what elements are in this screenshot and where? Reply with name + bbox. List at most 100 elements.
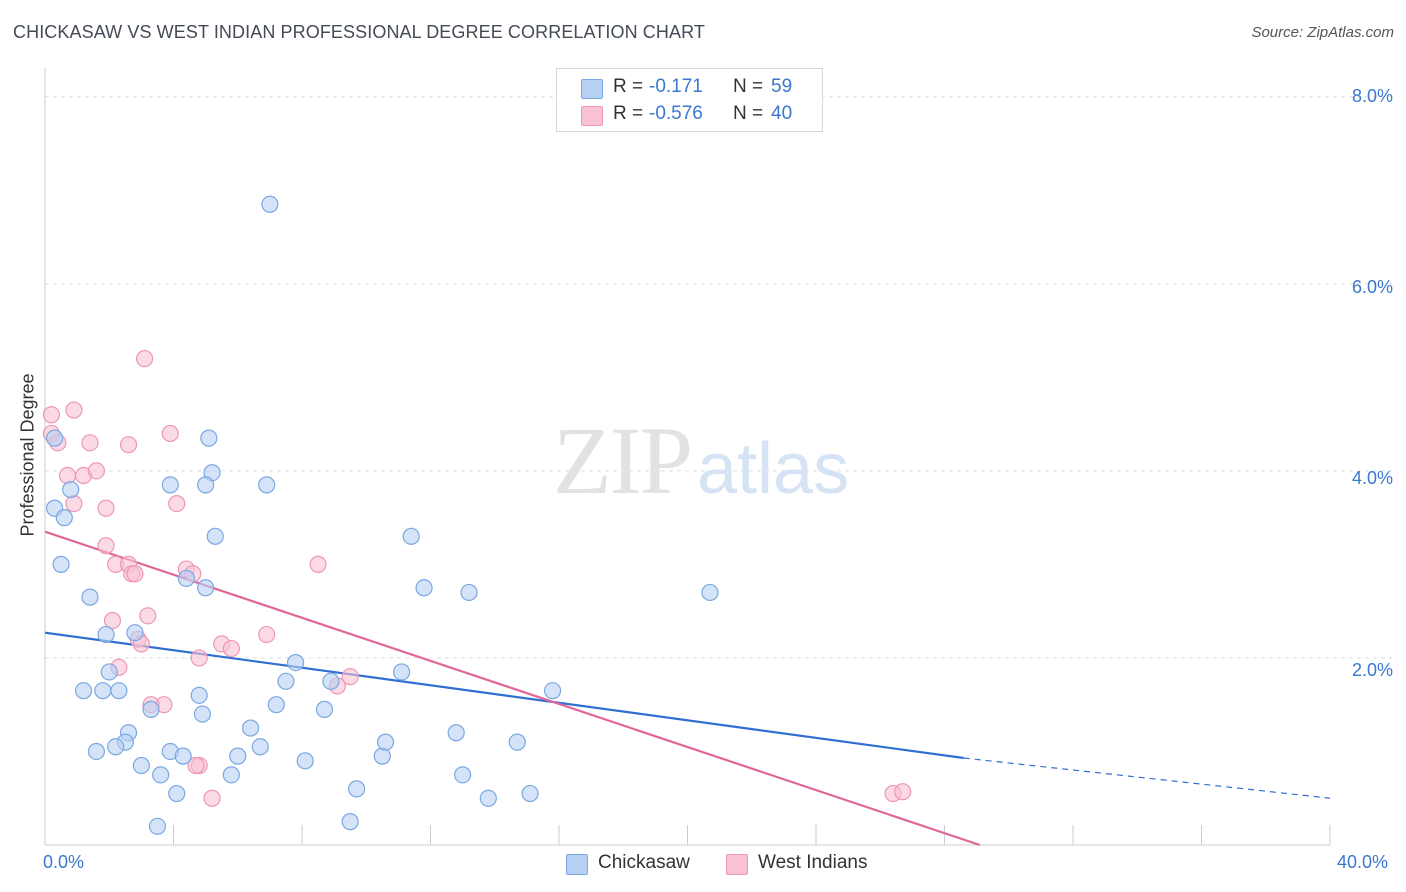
- chickasaw-point: [126, 624, 144, 642]
- west-indians-point: [309, 555, 327, 573]
- chickasaw-point: [222, 766, 240, 784]
- chickasaw-point: [392, 663, 411, 681]
- chickasaw-point: [229, 747, 247, 765]
- chickasaw-point: [152, 766, 170, 784]
- y-tick-label: 8.0%: [1351, 86, 1393, 106]
- watermark-zip: ZIP: [553, 407, 693, 514]
- chickasaw-point: [81, 588, 99, 606]
- chickasaw-point: [110, 682, 128, 700]
- chickasaw-trend-line: [44, 631, 964, 760]
- west-indians-point: [168, 494, 186, 513]
- chickasaw-point: [168, 784, 186, 803]
- watermark-atlas: atlas: [697, 429, 850, 509]
- chickasaw-point: [479, 789, 497, 807]
- chickasaw-point: [341, 813, 359, 831]
- chickasaw-point: [97, 625, 115, 644]
- west-indians-point: [58, 466, 77, 485]
- chickasaw-point: [701, 583, 719, 602]
- west-indians-point: [103, 611, 122, 630]
- chickasaw-point: [87, 742, 106, 761]
- chickasaw-point: [460, 583, 478, 602]
- chickasaw-point: [258, 476, 276, 494]
- bottom-legend-label: Chickasaw: [598, 852, 690, 873]
- y-tick-label: 4.0%: [1351, 468, 1393, 488]
- west-indians-point: [203, 789, 221, 807]
- chickasaw-point: [197, 476, 215, 494]
- west-indians-point: [97, 499, 115, 517]
- west-indians-point: [81, 434, 99, 452]
- trend-lines: [44, 530, 1331, 847]
- chickasaw-point: [447, 724, 465, 742]
- chickasaw-point: [296, 752, 314, 770]
- legend-r-value: -0.576: [649, 103, 703, 124]
- chickasaw-trend-line-extension: [963, 757, 1331, 799]
- chickasaw-point: [251, 738, 269, 756]
- legend-r-value: -0.171: [649, 76, 703, 97]
- west-indians-point: [341, 668, 359, 686]
- legend-n-value: 40: [771, 103, 793, 124]
- chickasaw-point: [161, 476, 179, 494]
- chickasaw-point: [200, 429, 218, 447]
- chickasaw-point: [107, 738, 125, 756]
- chickasaw-point: [315, 700, 334, 718]
- west-indians-point: [42, 406, 61, 424]
- west-indians-point: [894, 783, 912, 801]
- data-points: [42, 195, 912, 835]
- bottom-legend-swatch-chickasaw: [566, 854, 588, 875]
- chickasaw-point: [197, 579, 215, 597]
- chickasaw-point: [521, 784, 539, 803]
- west-indians-point: [190, 649, 208, 667]
- legend-swatch-west-indians: [581, 106, 603, 126]
- west-indians-point: [87, 462, 106, 480]
- chickasaw-point: [193, 705, 212, 723]
- chickasaw-point: [55, 509, 73, 527]
- chickasaw-point: [277, 672, 295, 690]
- legend-r-label: R =: [613, 103, 644, 124]
- chart-title: CHICKASAW VS WEST INDIAN PROFESSIONAL DE…: [13, 22, 705, 42]
- legend-n-value: 59: [771, 76, 793, 97]
- chickasaw-point: [177, 569, 195, 588]
- chickasaw-point: [190, 686, 208, 704]
- west-indians-point: [65, 401, 83, 419]
- chickasaw-point: [543, 682, 562, 700]
- correlation-legend: R = -0.171 N = 59 R = -0.576 N = 40: [556, 68, 823, 132]
- west-indians-point: [139, 607, 157, 625]
- chickasaw-point: [454, 766, 472, 784]
- chickasaw-point: [148, 817, 167, 835]
- chickasaw-point: [100, 663, 118, 681]
- west-indians-point: [65, 494, 83, 513]
- west-indians-point: [97, 537, 115, 555]
- chickasaw-point: [74, 682, 93, 700]
- chickasaw-point: [132, 756, 150, 775]
- chickasaw-point: [142, 700, 160, 718]
- chickasaw-point: [348, 780, 366, 798]
- y-axis-label: Professional Degree: [17, 373, 38, 537]
- west-indians-point: [258, 625, 276, 644]
- legend-swatch-chickasaw: [581, 79, 603, 99]
- west-indians-point: [161, 424, 179, 443]
- legend-n-label: N =: [733, 103, 764, 124]
- x-axis: [44, 68, 1331, 846]
- source-label: Source: ZipAtlas.com: [1251, 24, 1394, 41]
- chickasaw-point: [322, 672, 340, 690]
- chickasaw-point: [62, 480, 80, 499]
- west-indians-point: [187, 756, 205, 775]
- chickasaw-point: [261, 195, 279, 213]
- west-indians-point: [126, 565, 144, 583]
- chickasaw-point: [508, 733, 526, 751]
- chickasaw-point: [267, 696, 285, 714]
- west-indians-point: [222, 639, 240, 658]
- bottom-legend-label: West Indians: [758, 852, 868, 873]
- chickasaw-point: [376, 733, 395, 751]
- zipatlas-watermark: ZIPatlas: [553, 405, 849, 516]
- legend-n-label: N =: [733, 76, 764, 97]
- chickasaw-point: [286, 654, 305, 672]
- gridlines: [45, 96, 1392, 659]
- chickasaw-point: [174, 747, 192, 765]
- y-tick-label: 2.0%: [1351, 660, 1393, 680]
- chickasaw-point: [206, 527, 224, 545]
- chickasaw-point: [52, 555, 70, 573]
- chickasaw-point: [46, 429, 64, 447]
- y-tick-label: 6.0%: [1351, 277, 1393, 297]
